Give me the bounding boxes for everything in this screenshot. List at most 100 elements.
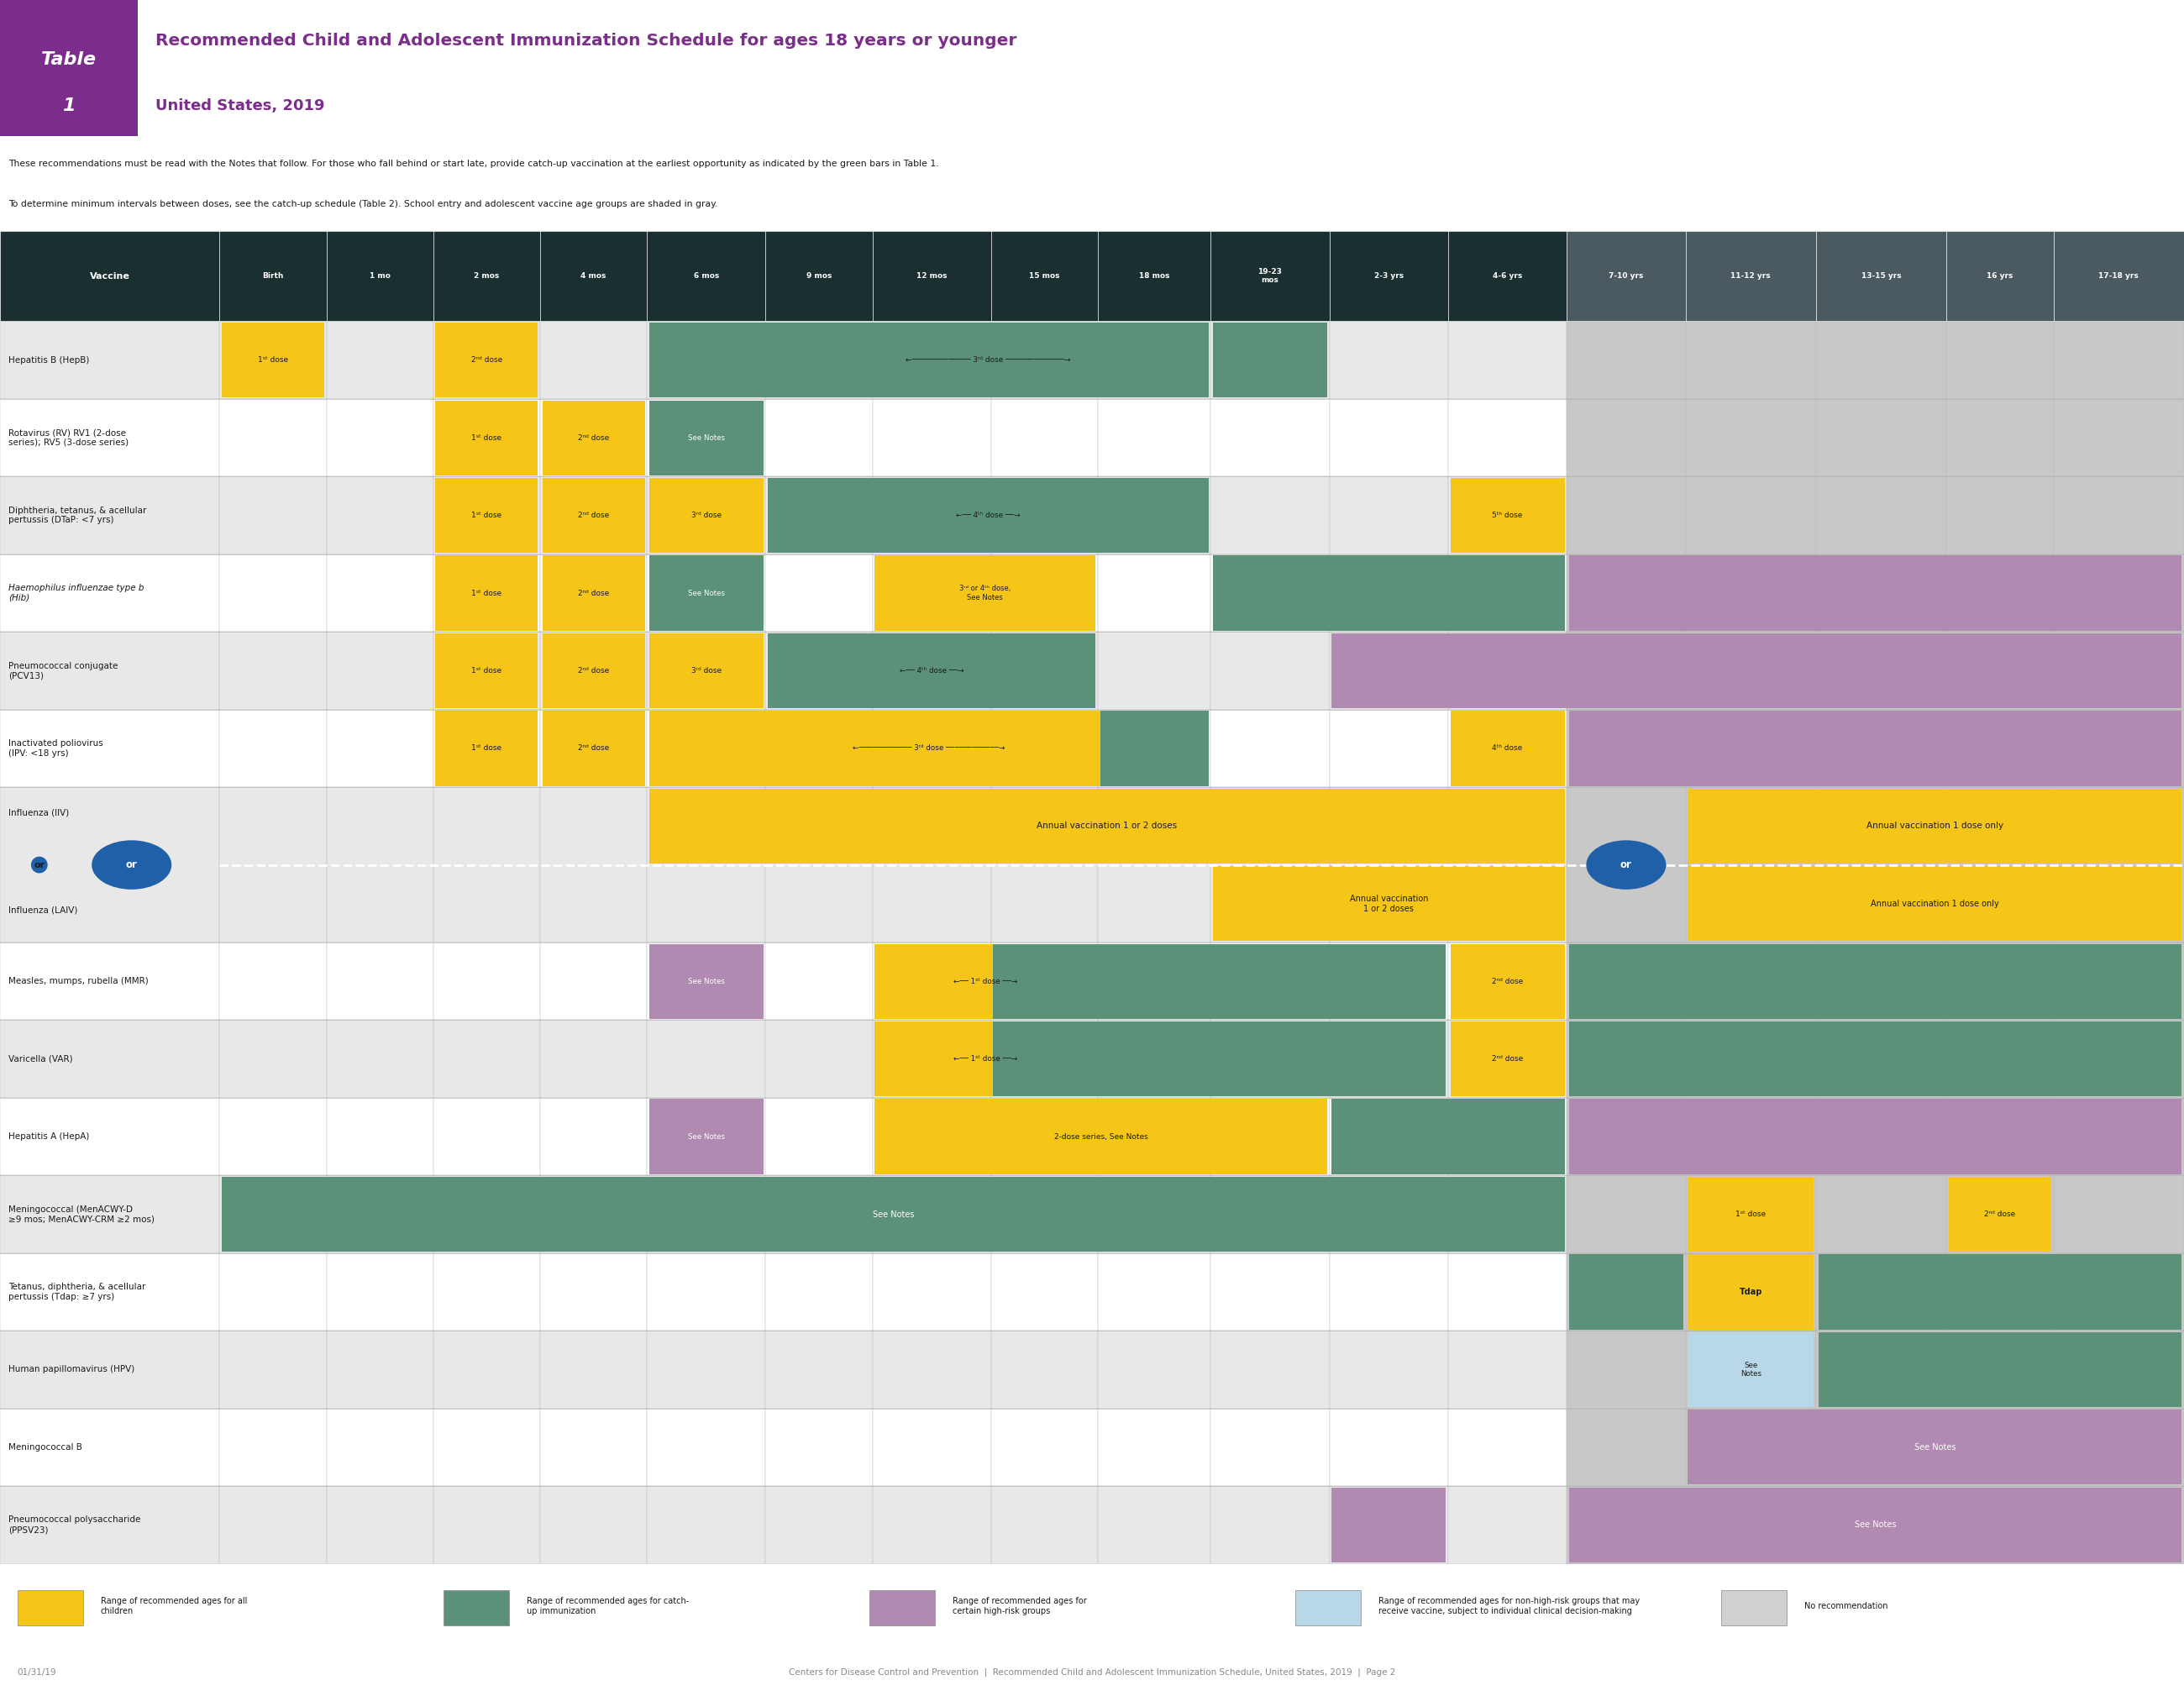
Bar [1566, 1408, 1686, 1486]
Bar [769, 478, 1208, 553]
Text: 3ʳᵈ dose: 3ʳᵈ dose [690, 667, 721, 675]
Bar [539, 1253, 646, 1331]
Bar [1330, 1486, 1448, 1564]
Bar [871, 1331, 992, 1408]
Bar [646, 1021, 767, 1097]
Bar [1099, 1408, 1210, 1486]
Bar [871, 1021, 992, 1097]
Bar [1330, 1175, 1448, 1253]
Text: See Notes: See Notes [688, 1133, 725, 1140]
Bar [0, 321, 221, 399]
Bar [1566, 555, 1686, 633]
Bar [767, 1253, 871, 1331]
Bar [432, 633, 539, 709]
Bar [767, 1097, 871, 1175]
Bar [1686, 1175, 1817, 1253]
Bar [1817, 1408, 1946, 1486]
Bar [1448, 943, 1566, 1021]
Text: See Notes: See Notes [871, 1209, 913, 1218]
Bar [221, 321, 325, 399]
Text: Range of recommended ages for all
children: Range of recommended ages for all childr… [100, 1598, 247, 1615]
Bar [871, 1097, 992, 1175]
Bar [432, 787, 539, 943]
Bar [1210, 1097, 1330, 1175]
Bar [1688, 789, 2182, 863]
Bar [649, 556, 764, 631]
Bar [432, 399, 539, 477]
Text: 2ⁿᵈ dose: 2ⁿᵈ dose [579, 589, 609, 597]
Bar [1688, 1177, 1815, 1252]
Text: Range of recommended ages for
certain high-risk groups: Range of recommended ages for certain hi… [952, 1598, 1085, 1615]
Text: See Notes: See Notes [1913, 1443, 1955, 1452]
Bar [767, 1408, 871, 1486]
Text: 1ˢᵗ dose: 1ˢᵗ dose [472, 745, 502, 751]
Text: 1ˢᵗ dose: 1ˢᵗ dose [472, 512, 502, 519]
Bar [646, 1486, 767, 1564]
Bar [1946, 231, 2053, 321]
Text: 2ⁿᵈ dose: 2ⁿᵈ dose [472, 356, 502, 365]
Bar [1568, 711, 2182, 785]
Bar [325, 1408, 432, 1486]
Bar [992, 787, 1099, 943]
Bar [871, 1175, 992, 1253]
Text: 15 mos: 15 mos [1029, 271, 1059, 280]
Bar [1566, 709, 1686, 787]
Bar [1948, 1177, 2051, 1252]
Bar [1946, 399, 2053, 477]
Bar [1946, 1486, 2053, 1564]
Bar [1448, 321, 1566, 399]
Bar [871, 1408, 992, 1486]
Bar [1686, 477, 1817, 555]
Text: 1: 1 [63, 97, 74, 114]
Bar [646, 1097, 767, 1175]
Bar [767, 709, 871, 787]
Bar [1330, 1331, 1448, 1408]
Bar [992, 321, 1099, 399]
Bar [435, 556, 537, 631]
Bar [1099, 555, 1210, 633]
Bar [435, 400, 537, 475]
Text: 2ⁿᵈ dose: 2ⁿᵈ dose [579, 745, 609, 751]
Bar [1817, 709, 1946, 787]
Bar [992, 555, 1099, 633]
Bar [1448, 1408, 1566, 1486]
Bar [1688, 1255, 1815, 1330]
Bar [1330, 399, 1448, 477]
Bar [1448, 231, 1566, 321]
Bar [443, 1589, 509, 1626]
Bar [1099, 1486, 1210, 1564]
Bar [0, 231, 221, 321]
Bar [1448, 1331, 1566, 1408]
Bar [649, 711, 1208, 785]
Bar [1448, 709, 1566, 787]
Bar [1330, 231, 1448, 321]
Text: Haemophilus influenzae type b
(Hib): Haemophilus influenzae type b (Hib) [9, 583, 144, 602]
Bar [874, 1021, 1096, 1097]
Bar [1946, 787, 2053, 943]
Bar [1946, 1253, 2053, 1331]
Bar [0, 633, 221, 709]
Bar [0, 1097, 221, 1175]
Text: Tdap: Tdap [1738, 1287, 1762, 1296]
Bar [1686, 787, 1817, 943]
Bar [1210, 1408, 1330, 1486]
Bar [1817, 633, 1946, 709]
Bar [1448, 399, 1566, 477]
Bar [646, 633, 767, 709]
Bar [221, 555, 325, 633]
Bar [874, 1099, 1328, 1174]
Bar [221, 1175, 325, 1253]
Bar [325, 1175, 432, 1253]
Bar [1819, 1255, 2182, 1330]
Bar [2053, 1021, 2184, 1097]
Bar [1330, 1021, 1448, 1097]
Bar [539, 399, 646, 477]
Bar [1448, 1021, 1566, 1097]
Bar [871, 321, 992, 399]
Bar [0, 555, 221, 633]
Text: These recommendations must be read with the Notes that follow. For those who fal: These recommendations must be read with … [9, 159, 939, 168]
Bar [1688, 867, 2182, 941]
Text: 1ˢᵗ dose: 1ˢᵗ dose [472, 667, 502, 675]
Bar [325, 1097, 432, 1175]
Text: 7-10 yrs: 7-10 yrs [1610, 271, 1645, 280]
